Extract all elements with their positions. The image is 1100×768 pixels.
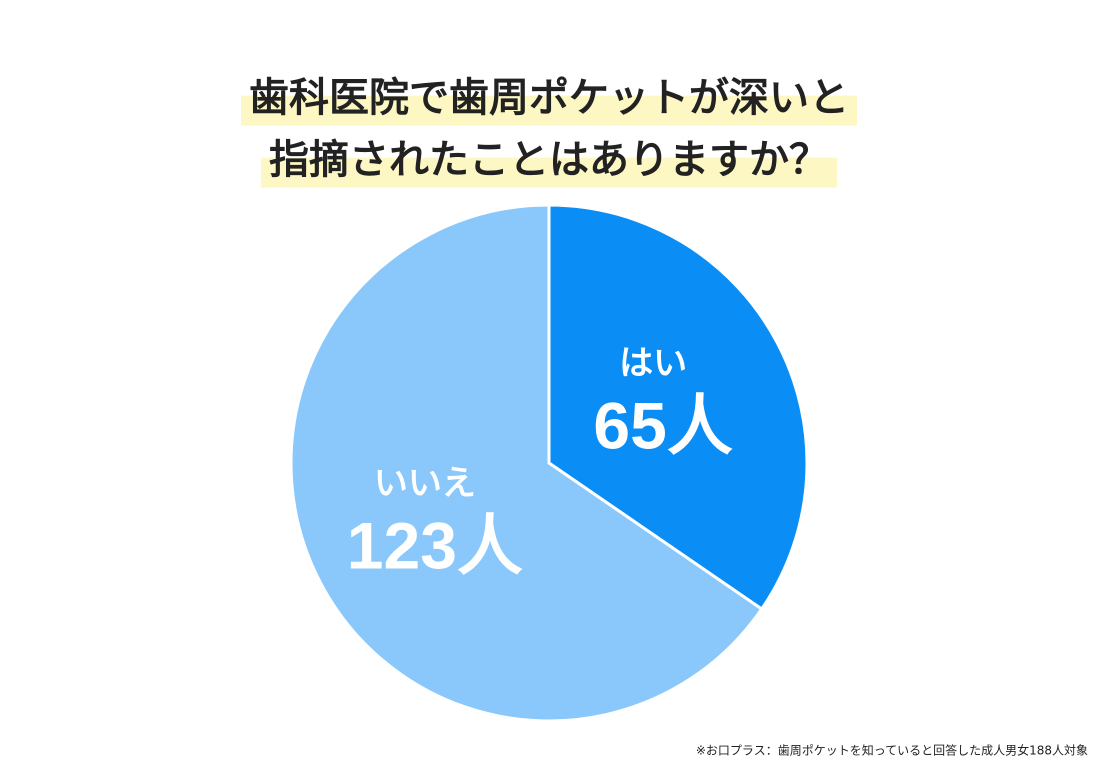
chart-title: 指摘されたことはありますか？ (269, 137, 829, 183)
slice-category: いいえ (374, 464, 476, 504)
slice-category: はい (619, 343, 687, 383)
slice-value: 65人 (593, 388, 732, 462)
title-highlights (241, 95, 857, 188)
pie-slice (289, 203, 764, 723)
pie-slice (547, 203, 809, 612)
footnote: ※お口プラス：歯周ポケットを知っていると回答した成人男女188人対象 (696, 743, 1088, 758)
slice-value: 123人 (347, 509, 523, 583)
title-highlight (241, 95, 857, 126)
chart-title: 歯科医院で歯周ポケットが深いと (249, 75, 849, 121)
pie (289, 203, 809, 723)
title-highlight (261, 157, 837, 188)
